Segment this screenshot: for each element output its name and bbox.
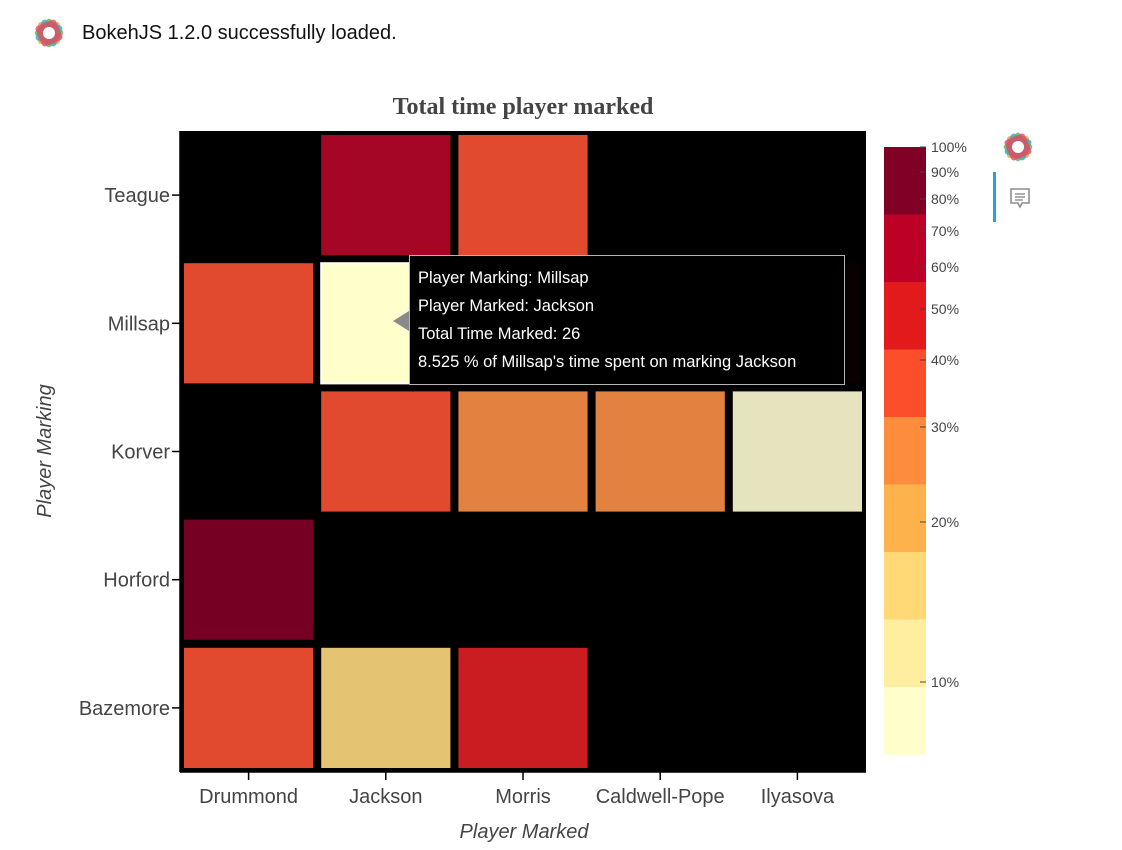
heatmap-cell[interactable] [458,135,588,256]
colorbar-tick-label: 100% [931,139,967,155]
colorbar-segment [884,552,926,620]
heatmap-cell[interactable] [458,647,588,768]
load-message: BokehJS 1.2.0 successfully loaded. [32,16,397,50]
load-message-text: BokehJS 1.2.0 successfully loaded. [82,21,397,44]
colorbar-tick-label: 70% [931,223,959,239]
colorbar-tick-label: 10% [931,674,959,690]
colorbar-tick-label: 40% [931,352,959,368]
heatmap-cell[interactable] [184,519,314,640]
colorbar-segment [884,687,926,755]
colorbar-segment [884,147,926,215]
y-tick-label: Horford [103,570,170,592]
tooltip-line: 8.525 % of Millsap's time spent on marki… [418,353,797,371]
hover-tool-icon[interactable] [1008,186,1032,210]
tooltip-line: Total Time Marked: 26 [418,325,581,343]
colorbar-segment [884,417,926,485]
x-tick-label: Drummond [199,786,298,808]
colorbar-tick-label: 60% [931,259,959,275]
heatmap-cell[interactable] [184,647,314,768]
x-axis-label: Player Marked [460,821,590,843]
y-tick-label: Bazemore [79,698,170,720]
active-tool-indicator [993,172,996,222]
heatmap-cell[interactable] [321,391,451,512]
hover-tooltip: Player Marking: Millsap Player Marked: J… [409,255,845,385]
colorbar-tick-label: 30% [931,419,959,435]
tooltip-line: Player Marking: Millsap [418,269,589,287]
heatmap-cell[interactable] [184,263,314,384]
heatmap-cell[interactable] [321,135,451,256]
y-tick-label: Korver [111,442,170,464]
tooltip-arrow [393,311,409,331]
colorbar-tick-label: 80% [931,191,959,207]
heatmap-cell[interactable] [732,391,862,512]
colorbar-tick-label: 50% [931,301,959,317]
colorbar-segment [884,619,926,688]
colorbar-segment [884,214,926,283]
y-tick-label: Teague [104,185,170,207]
colorbar-segment [884,282,926,350]
x-tick-label: Caldwell-Pope [596,786,725,808]
colorbar-segment [884,349,926,418]
colorbar-tick-label: 90% [931,164,959,180]
bokeh-logo-icon [34,18,64,48]
bokeh-logo-icon[interactable] [1001,130,1035,164]
heatmap-cell[interactable] [595,391,725,512]
chart-title: Total time player marked [393,94,654,120]
y-axis-label: Player Marking [34,384,56,517]
heatmap-cell[interactable] [458,391,588,512]
x-tick-label: Morris [495,786,551,808]
colorbar-tick-label: 20% [931,514,959,530]
x-tick-label: Ilyasova [761,786,835,808]
x-tick-label: Jackson [349,786,422,808]
tooltip-line: Player Marked: Jackson [418,297,595,315]
y-tick-label: Millsap [108,313,170,335]
heatmap-cell[interactable] [321,647,451,768]
toolbar [992,128,1042,228]
colorbar-segment [884,484,926,553]
